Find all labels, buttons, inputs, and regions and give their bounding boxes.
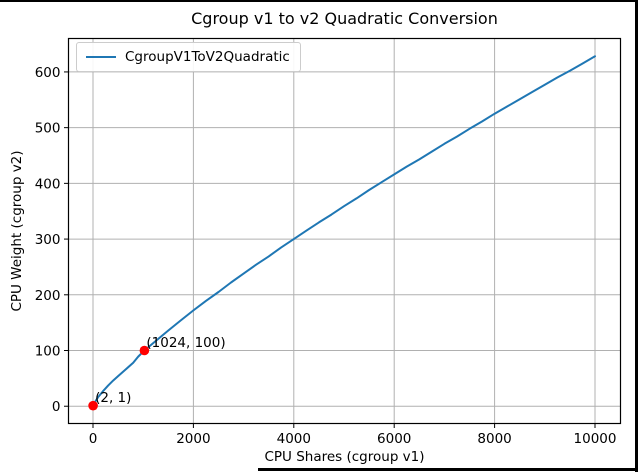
y-tick-label: 200: [35, 288, 61, 304]
point-annotation: (1024, 100): [146, 335, 225, 351]
y-tick-label: 0: [52, 399, 61, 415]
legend: CgroupV1ToV2Quadratic: [76, 42, 301, 72]
y-tick-label: 600: [35, 65, 61, 81]
x-tick-label: 8000: [477, 431, 511, 447]
window-border-bottom: [258, 468, 638, 471]
window-border-top: [0, 0, 638, 2]
x-tick-label: 4000: [277, 431, 311, 447]
point-annotation: (2, 1): [95, 390, 131, 406]
legend-line-sample: [86, 56, 116, 58]
y-tick-label: 400: [35, 176, 61, 192]
x-tick-label: 0: [89, 431, 98, 447]
y-axis-label: CPU Weight (cgroup v2): [9, 150, 25, 312]
x-tick-label: 6000: [377, 431, 411, 447]
x-axis-label: CPU Shares (cgroup v1): [264, 449, 425, 465]
chart-title: Cgroup v1 to v2 Quadratic Conversion: [191, 9, 498, 28]
data-line: [92, 55, 596, 407]
data-point-marker: [88, 400, 98, 411]
x-tick-label: 10000: [574, 431, 617, 447]
legend-label: CgroupV1ToV2Quadratic: [125, 49, 290, 65]
y-tick-label: 300: [35, 232, 61, 248]
y-tick-label: 100: [35, 344, 61, 360]
axes-spines: [67, 37, 622, 425]
window-border-right: [635, 0, 638, 472]
x-tick-label: 2000: [176, 431, 210, 447]
data-point-marker: [139, 345, 150, 356]
y-tick-label: 500: [35, 121, 61, 137]
